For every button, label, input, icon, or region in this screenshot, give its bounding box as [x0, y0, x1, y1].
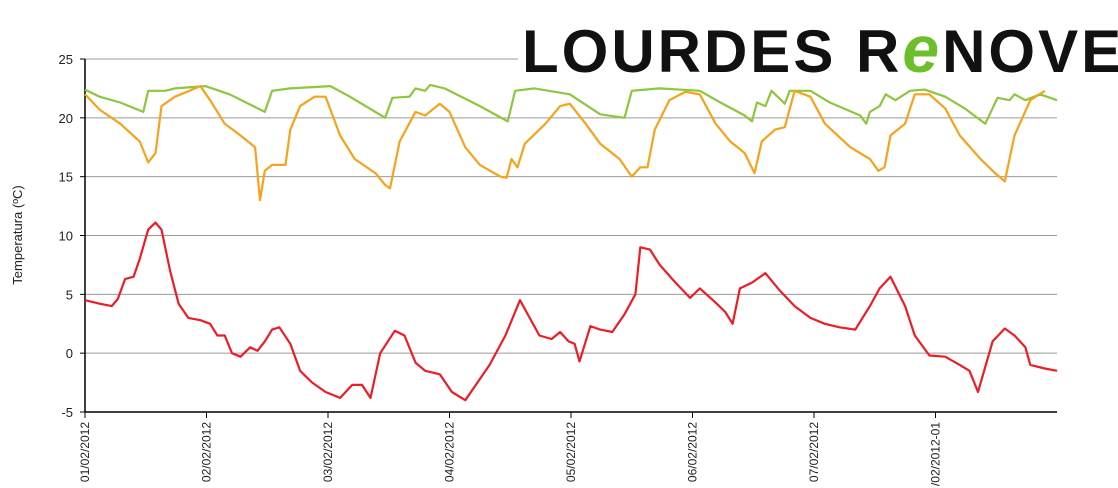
series-line [84, 221, 1058, 402]
y-tick-label: 0 [66, 346, 73, 361]
y-tick-label: 10 [59, 229, 73, 244]
y-tick-label: 20 [59, 111, 73, 126]
x-tick-label: 01/02/2012 [78, 422, 92, 482]
x-tick-label: 04/02/2012 [443, 422, 457, 482]
series-line [84, 85, 1046, 202]
logo-part: NOVE [942, 18, 1118, 85]
x-tick-label: /02/2012-01 [929, 422, 943, 486]
x-tick-label: 03/02/2012 [321, 422, 335, 482]
logo-part: e [902, 12, 942, 86]
logo-background [518, 0, 1118, 86]
logo: LOURDES ReNOVE [522, 12, 1118, 86]
y-tick-label: 15 [59, 170, 73, 185]
y-axis-label: Temperatura (ºC) [10, 185, 25, 284]
x-tick-label: 02/02/2012 [200, 422, 214, 482]
y-tick-label: 25 [59, 52, 73, 67]
x-tick-label: 07/02/2012 [807, 422, 821, 482]
logo-part: LOURDES R [522, 18, 902, 85]
series-line [84, 83, 1058, 125]
x-tick-label: 06/02/2012 [686, 422, 700, 482]
y-tick-label: 5 [66, 287, 73, 302]
x-tick-label: 05/02/2012 [564, 422, 578, 482]
y-tick-label: -5 [61, 405, 73, 420]
